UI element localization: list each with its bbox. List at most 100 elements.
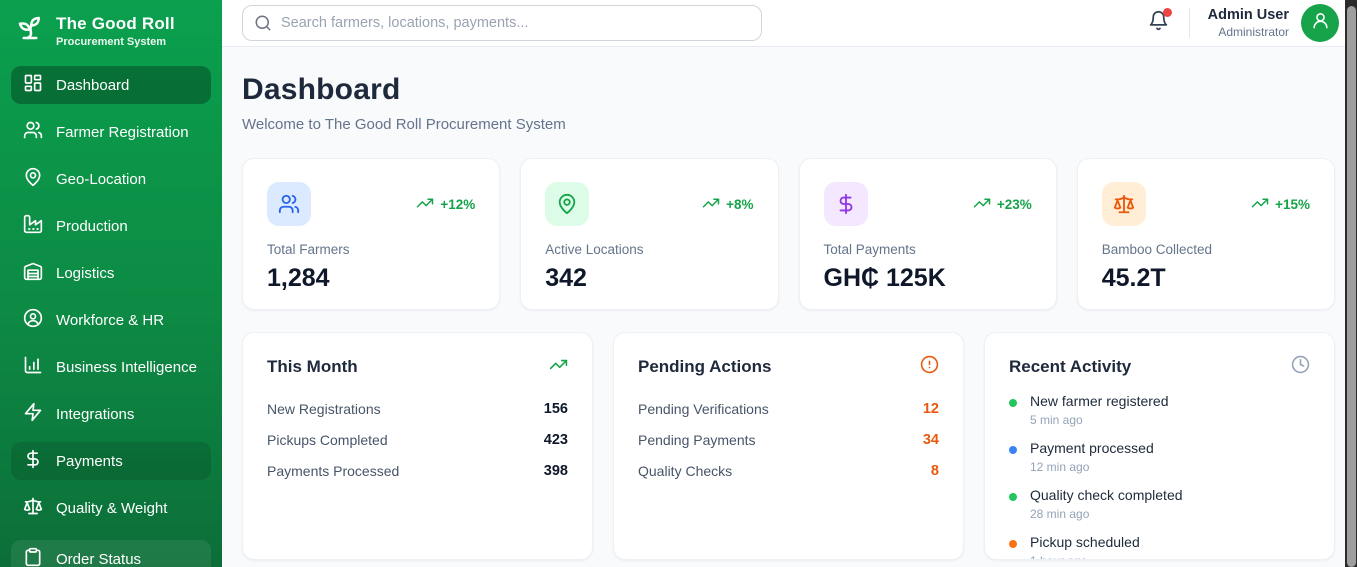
activity-item: New farmer registered 5 min ago: [1009, 393, 1310, 427]
brand-name: The Good Roll: [56, 13, 175, 33]
stat-label: Total Payments: [823, 242, 916, 257]
map-pin-icon: [545, 182, 590, 226]
brand: The Good Roll Procurement System: [0, 0, 222, 66]
clipboard-icon: [23, 547, 43, 567]
user-name: Admin User: [1207, 7, 1289, 23]
scale-icon: [1101, 182, 1146, 226]
sidebar-item-business-intelligence[interactable]: Business Intelligence: [11, 348, 211, 386]
panel-title: This Month: [267, 357, 358, 376]
user-icon: [1311, 11, 1330, 35]
sidebar-item-label: Quality & Weight: [56, 499, 168, 517]
trend-badge: +15%: [1251, 194, 1310, 215]
sidebar-item-dashboard[interactable]: Dashboard: [11, 66, 211, 104]
recent-activity-panel: Recent Activity New farmer registered 5 …: [984, 332, 1335, 560]
sidebar-item-label: Production: [56, 217, 128, 235]
sprout-icon: [15, 13, 45, 48]
sidebar-item-label: Farmer Registration: [56, 123, 189, 141]
page-subtitle: Welcome to The Good Roll Procurement Sys…: [242, 116, 566, 133]
trend-badge: +23%: [973, 194, 1032, 215]
notification-dot: [1162, 8, 1172, 17]
topbar: Admin User Administrator: [222, 0, 1357, 47]
trend-badge: +12%: [416, 194, 475, 215]
sidebar-item-label: Geo-Location: [56, 170, 147, 188]
users-icon: [267, 182, 311, 226]
sidebar-item-logistics[interactable]: Logistics: [11, 254, 211, 292]
stat-label: Active Locations: [545, 242, 644, 257]
stat-value: 45.2T: [1101, 264, 1166, 292]
bar-chart-icon: [23, 355, 43, 379]
sidebar-item-production[interactable]: Production: [11, 207, 211, 245]
factory-icon: [23, 214, 43, 238]
clock-icon: [1291, 355, 1310, 379]
activity-item: Pickup scheduled 1 hour ago: [1009, 534, 1310, 559]
pending-row-payments: Pending Payments 34: [638, 431, 939, 448]
scale-icon: [23, 496, 43, 520]
stat-row-new-registrations: New Registrations 156: [267, 400, 568, 417]
notifications-button[interactable]: [1146, 6, 1172, 40]
stat-label: Total Farmers: [267, 242, 350, 257]
zap-icon: [23, 402, 43, 426]
users-icon: [23, 120, 43, 144]
dollar-icon: [23, 449, 43, 473]
pending-actions-panel: Pending Actions Pending Verifications 12…: [613, 332, 964, 560]
main-content: Dashboard Welcome to The Good Roll Procu…: [222, 47, 1357, 567]
sidebar-item-label: Workforce & HR: [56, 311, 165, 329]
trending-up-icon: [416, 194, 434, 215]
sidebar-item-geo-location[interactable]: Geo-Location: [11, 160, 211, 198]
sidebar-item-payments[interactable]: Payments: [11, 442, 211, 480]
sidebar-item-label: Order Status: [56, 550, 142, 567]
stat-value: GH₵ 125K: [823, 264, 946, 292]
scrollbar[interactable]: [1345, 0, 1357, 567]
panel-title: Pending Actions: [638, 357, 772, 376]
warehouse-icon: [23, 261, 43, 285]
panel-title: Recent Activity: [1009, 357, 1132, 376]
trending-up-icon: [549, 355, 568, 379]
sidebar-item-label: Integrations: [56, 405, 135, 423]
sidebar-nav: Dashboard Farmer Registration Geo-Locati…: [0, 66, 222, 567]
trend-badge: +8%: [702, 194, 754, 215]
activity-dot: [1009, 493, 1017, 501]
stat-row-pickups-completed: Pickups Completed 423: [267, 431, 568, 448]
stat-value: 1,284: [267, 264, 330, 292]
sidebar-item-order-status[interactable]: Order Status: [11, 540, 211, 567]
user-role: Administrator: [1218, 25, 1289, 39]
dashboard-icon: [23, 73, 43, 97]
sidebar-item-farmer-registration[interactable]: Farmer Registration: [11, 113, 211, 151]
stat-card-active-locations: +8% Active Locations 342: [520, 158, 779, 310]
panels-row: This Month New Registrations 156 Pickups…: [242, 332, 1335, 560]
stat-card-bamboo-collected: +15% Bamboo Collected 45.2T: [1076, 158, 1335, 310]
sidebar-item-workforce-hr[interactable]: Workforce & HR: [11, 301, 211, 339]
this-month-panel: This Month New Registrations 156 Pickups…: [242, 332, 593, 560]
sidebar-item-quality-weight[interactable]: Quality & Weight: [11, 489, 211, 527]
stat-row-payments-processed: Payments Processed 398: [267, 462, 568, 479]
brand-tagline: Procurement System: [56, 35, 167, 48]
activity-item: Payment processed 12 min ago: [1009, 440, 1310, 474]
activity-dot: [1009, 540, 1017, 548]
user-meta: Admin User Administrator: [1208, 7, 1289, 39]
pending-row-quality-checks: Quality Checks 8: [638, 462, 939, 479]
trending-up-icon: [973, 194, 991, 215]
sidebar-item-label: Business Intelligence: [56, 358, 197, 376]
sidebar-item-label: Logistics: [56, 264, 115, 282]
sidebar-item-label: Payments: [56, 452, 123, 470]
sidebar-item-label: Dashboard: [56, 76, 130, 94]
search-input[interactable]: [242, 5, 762, 41]
stat-label: Bamboo Collected: [1101, 242, 1213, 257]
page-title: Dashboard: [242, 73, 401, 106]
sidebar-item-integrations[interactable]: Integrations: [11, 395, 211, 433]
map-pin-icon: [23, 167, 43, 191]
stats-row: +12% Total Farmers 1,284 +8% Active L: [242, 158, 1335, 310]
scrollbar-thumb[interactable]: [1346, 6, 1356, 567]
topbar-divider: [1188, 8, 1190, 38]
stat-card-total-farmers: +12% Total Farmers 1,284: [242, 158, 501, 310]
trending-up-icon: [1251, 194, 1269, 215]
pending-row-verifications: Pending Verifications 12: [638, 400, 939, 417]
alert-circle-icon: [920, 355, 939, 379]
avatar[interactable]: [1301, 4, 1339, 42]
activity-dot: [1009, 446, 1017, 454]
search-box: [242, 5, 762, 41]
bell-icon: [1148, 10, 1169, 35]
activity-dot: [1009, 399, 1017, 407]
stat-value: 342: [545, 264, 587, 292]
